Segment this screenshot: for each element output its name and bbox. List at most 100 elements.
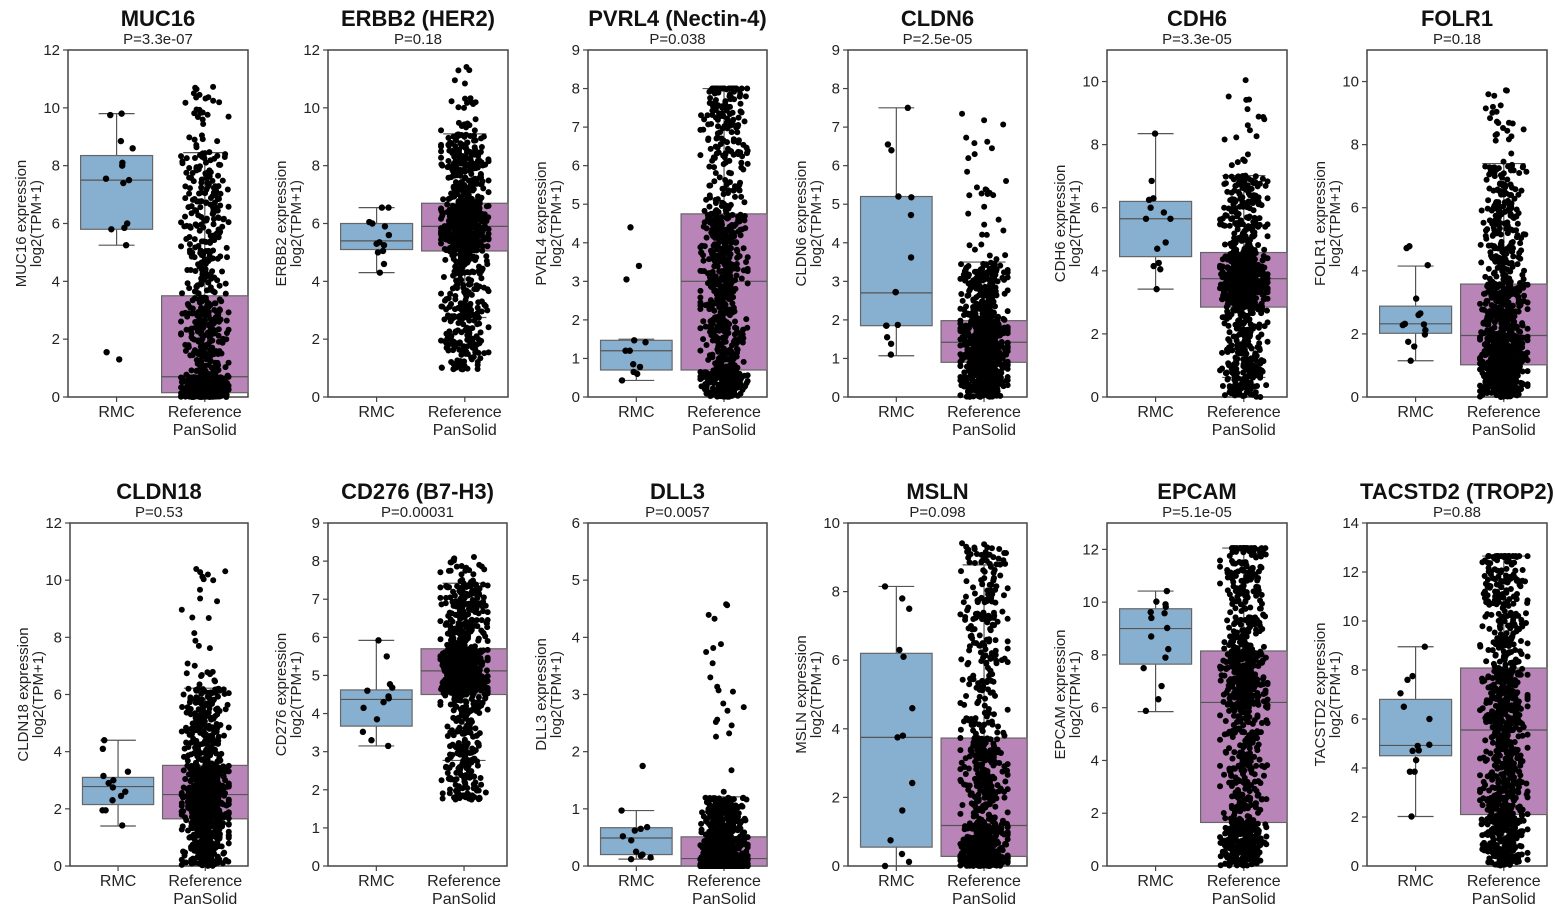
data-point	[962, 269, 969, 276]
data-point	[438, 127, 445, 134]
data-point	[984, 138, 991, 145]
data-point	[472, 349, 479, 356]
data-point	[191, 154, 198, 161]
x-tick-label: Reference	[1207, 404, 1281, 421]
data-point	[623, 276, 630, 283]
data-point	[440, 196, 447, 203]
data-point	[1233, 182, 1240, 189]
data-point	[1142, 215, 1150, 222]
data-point	[1004, 308, 1011, 315]
data-point	[701, 219, 708, 226]
data-point	[190, 393, 197, 400]
data-point	[884, 141, 892, 148]
data-point	[1239, 264, 1246, 271]
data-point	[727, 381, 734, 388]
y-tick-label: 2	[1351, 326, 1359, 343]
data-point	[706, 270, 713, 277]
data-point	[1255, 113, 1262, 120]
data-point	[220, 335, 227, 342]
data-point	[888, 147, 895, 154]
data-point	[1234, 301, 1241, 308]
data-point	[1217, 262, 1224, 269]
data-point	[1233, 134, 1240, 141]
data-point	[214, 207, 221, 214]
data-point	[962, 326, 969, 333]
data-point	[182, 195, 189, 202]
data-point	[712, 143, 719, 150]
data-point	[981, 306, 988, 313]
data-point	[721, 338, 728, 345]
data-point	[1477, 300, 1484, 307]
data-point	[456, 346, 463, 353]
data-point	[1234, 219, 1241, 226]
data-point	[1235, 325, 1242, 332]
data-point	[1245, 223, 1252, 230]
data-point	[972, 321, 979, 328]
data-point	[212, 327, 219, 334]
data-point	[444, 335, 451, 342]
data-point	[1232, 354, 1239, 361]
data-point	[216, 99, 223, 106]
data-point	[444, 201, 451, 208]
y-tick-label: 9	[832, 42, 840, 59]
y-tick-label: 3	[572, 273, 580, 290]
x-tick-label: RMC	[358, 404, 394, 421]
data-point	[737, 108, 744, 115]
y-tick-label: 0	[1091, 389, 1099, 406]
data-point	[1221, 241, 1228, 248]
data-point	[988, 369, 995, 376]
data-point	[627, 224, 634, 231]
data-point	[178, 384, 185, 391]
x-tick-label: Reference	[1467, 404, 1541, 421]
data-point	[744, 280, 751, 287]
data-point	[738, 193, 745, 200]
data-point	[965, 381, 972, 388]
data-point	[1246, 241, 1253, 248]
data-point	[224, 186, 231, 193]
data-point	[1480, 219, 1487, 226]
y-tick-label: 6	[572, 158, 580, 175]
x-tick-label: RMC	[878, 404, 914, 421]
data-point	[983, 271, 990, 278]
data-point	[447, 290, 454, 297]
data-point	[964, 311, 971, 318]
data-point	[1229, 239, 1236, 246]
data-point	[215, 314, 222, 321]
data-point	[190, 385, 197, 392]
x-tick-label: PanSolid	[173, 422, 237, 439]
data-point	[735, 228, 742, 235]
data-point	[728, 222, 735, 229]
data-point	[454, 285, 461, 292]
data-point	[1234, 159, 1241, 166]
data-point	[443, 330, 450, 337]
data-point	[622, 347, 629, 354]
data-point	[186, 247, 193, 254]
data-point	[199, 343, 206, 350]
data-point	[453, 270, 460, 277]
data-point	[728, 129, 735, 136]
data-point	[1241, 319, 1248, 326]
data-point	[380, 241, 388, 249]
y-tick-label: 10	[43, 100, 60, 117]
data-point	[223, 330, 230, 337]
data-point	[732, 340, 739, 347]
data-point	[456, 146, 463, 153]
data-point	[438, 161, 445, 168]
data-point	[727, 201, 734, 208]
box-rmc	[1378, 243, 1453, 364]
data-point	[217, 202, 224, 209]
data-point	[1224, 375, 1231, 382]
data-point	[187, 267, 194, 274]
data-point	[1259, 257, 1266, 264]
data-point	[714, 346, 721, 353]
data-point	[455, 180, 462, 187]
data-point	[700, 126, 707, 133]
data-point	[995, 313, 1002, 320]
data-point	[223, 317, 230, 324]
data-point	[981, 117, 988, 124]
data-point	[215, 332, 222, 339]
data-point	[1258, 263, 1265, 270]
